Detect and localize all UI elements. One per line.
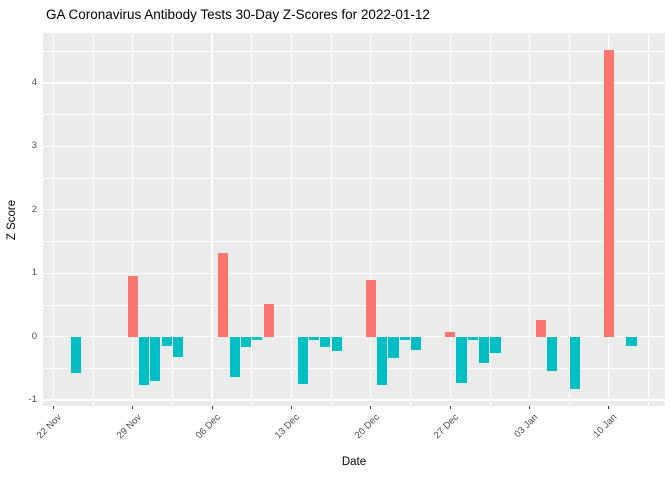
bar-2021-12-10 [252, 336, 263, 340]
bar-2021-11-30 [138, 336, 150, 386]
grid-line-major-v [449, 33, 451, 407]
grid-line-major-h [42, 145, 665, 148]
x-tick-mark [52, 406, 54, 410]
plot-panel [42, 33, 665, 407]
bar-2021-11-29 [127, 276, 138, 337]
bar-2022-01-05 [547, 336, 558, 371]
grid-line-major-h [42, 82, 665, 84]
x-tick-label: 13 Dec [273, 411, 303, 441]
grid-line-minor-h [42, 51, 665, 52]
x-tick-label: 03 Jan [512, 411, 541, 440]
bar-2021-12-03 [172, 336, 184, 357]
y-tick-label: 2 [31, 203, 37, 215]
x-tick-label: 06 Dec [193, 411, 223, 441]
grid-line-minor-h [42, 304, 665, 306]
bar-2021-12-23 [399, 336, 410, 340]
bar-2022-01-10 [603, 50, 614, 337]
bar-2021-12-24 [411, 336, 422, 350]
bar-2021-12-11 [263, 304, 274, 337]
bar-2021-12-01 [150, 336, 161, 382]
grid-line-major-v [290, 33, 292, 407]
bar-2021-12-17 [331, 336, 342, 352]
bar-2021-12-29 [467, 336, 478, 340]
grid-line-minor-v [92, 33, 94, 407]
bar-2022-01-07 [569, 336, 580, 390]
grid-line-major-h [42, 272, 665, 274]
grid-line-minor-h [42, 241, 665, 242]
chart-title: GA Coronavirus Antibody Tests 30-Day Z-S… [46, 7, 430, 22]
bar-2021-12-08 [229, 336, 240, 377]
bar-2021-12-15 [308, 336, 320, 340]
bar-2022-01-04 [535, 320, 546, 337]
x-tick-label: 29 Nov [114, 411, 144, 441]
grid-line-minor-v [410, 33, 411, 407]
bar-2021-12-31 [490, 336, 501, 354]
grid-line-minor-v [172, 33, 173, 407]
x-tick-mark [529, 406, 530, 410]
grid-line-minor-v [330, 33, 332, 407]
x-tick-mark [608, 406, 610, 410]
x-tick-label: 20 Dec [352, 411, 382, 441]
bar-2021-12-21 [376, 336, 388, 386]
grid-line-minor-v [489, 33, 491, 407]
bar-2021-11-24 [70, 336, 82, 374]
bar-2021-12-28 [456, 336, 467, 383]
y-tick-label: 3 [31, 140, 37, 152]
grid-line-minor-h [42, 114, 665, 116]
grid-line-major-v [52, 33, 54, 407]
x-tick-mark [370, 406, 372, 410]
grid-line-major-h [42, 209, 665, 211]
x-tick-label: 10 Jan [591, 411, 620, 440]
bar-2021-12-16 [320, 336, 331, 348]
x-tick-mark [211, 406, 213, 410]
y-tick-label: -1 [28, 394, 37, 406]
bar-2021-12-09 [240, 336, 252, 347]
grid-line-major-v [370, 33, 372, 407]
x-tick-mark [290, 406, 292, 410]
grid-line-major-h [42, 336, 665, 338]
x-tick-label: 27 Dec [431, 411, 461, 441]
grid-line-major-v [528, 33, 531, 407]
y-axis-title: Z Score [6, 199, 18, 241]
x-tick-mark [132, 406, 134, 410]
bar-2021-12-22 [388, 336, 399, 359]
x-tick-label: 22 Nov [34, 411, 65, 441]
bar-2021-12-30 [479, 336, 490, 364]
y-tick-label: 4 [31, 77, 37, 89]
bar-2021-12-27 [445, 331, 456, 337]
y-tick-label: 0 [31, 330, 37, 342]
grid-line-minor-h [42, 177, 665, 179]
bar-2022-01-12 [626, 336, 637, 346]
grid-line-major-h [42, 399, 665, 401]
y-tick-label: 1 [31, 267, 37, 279]
bar-2021-12-14 [297, 336, 308, 384]
bar-2021-12-02 [161, 336, 172, 347]
bar-2021-12-07 [218, 252, 229, 337]
grid-line-major-v [211, 33, 213, 407]
grid-line-major-v [132, 33, 134, 407]
x-tick-mark [449, 406, 451, 410]
x-axis-title: Date [341, 456, 367, 468]
grid-line-minor-v [568, 33, 570, 407]
grid-line-minor-h [42, 368, 665, 369]
grid-line-minor-v [648, 33, 649, 407]
grid-line-minor-v [251, 33, 252, 407]
bar-2021-12-20 [365, 279, 376, 337]
